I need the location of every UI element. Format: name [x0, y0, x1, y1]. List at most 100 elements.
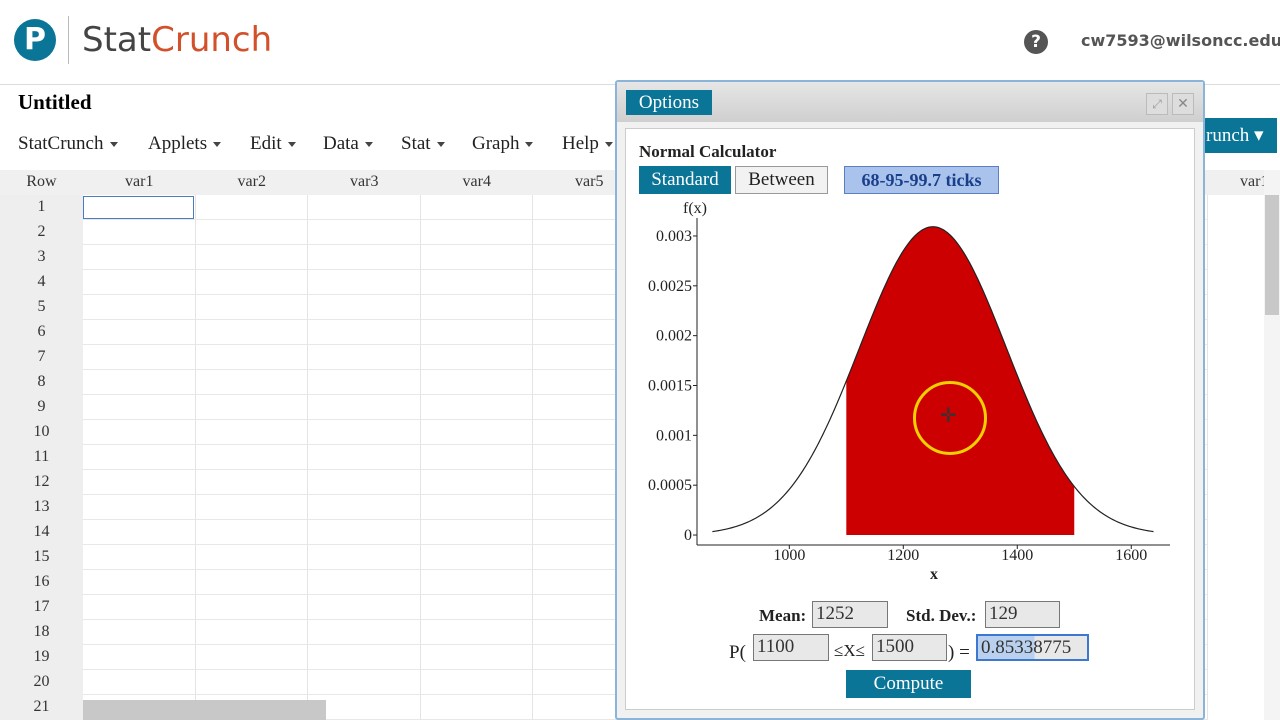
cell[interactable]	[308, 320, 421, 345]
cell[interactable]	[83, 270, 196, 295]
dialog-title[interactable]: Options	[626, 90, 712, 115]
lower-input[interactable]: 1100	[753, 634, 829, 661]
cell[interactable]	[420, 270, 533, 295]
user-email[interactable]: cw7593@wilsoncc.edu	[1081, 31, 1280, 50]
cell[interactable]	[420, 445, 533, 470]
cell[interactable]	[420, 670, 533, 695]
cell[interactable]	[195, 645, 308, 670]
ticks-button[interactable]: 68-95-99.7 ticks	[844, 166, 999, 194]
cell[interactable]	[308, 495, 421, 520]
menu-item[interactable]: Data	[323, 133, 373, 155]
cell[interactable]	[83, 395, 196, 420]
cell[interactable]	[420, 395, 533, 420]
cell[interactable]	[308, 520, 421, 545]
cell[interactable]	[195, 245, 308, 270]
cell[interactable]	[308, 445, 421, 470]
cell[interactable]	[83, 620, 196, 645]
cell[interactable]	[83, 295, 196, 320]
cell[interactable]	[195, 395, 308, 420]
cell[interactable]	[308, 270, 421, 295]
cell[interactable]	[420, 345, 533, 370]
cell[interactable]	[195, 570, 308, 595]
probability-output[interactable]: 0.85338775	[976, 634, 1089, 661]
cell[interactable]	[83, 220, 196, 245]
tab-between[interactable]: Between	[735, 166, 828, 194]
menu-item[interactable]: Edit	[250, 133, 296, 155]
cell[interactable]	[83, 645, 196, 670]
close-icon[interactable]: ✕	[1172, 93, 1194, 115]
menu-item[interactable]: Help	[562, 133, 613, 155]
cell[interactable]	[195, 270, 308, 295]
cell[interactable]	[420, 570, 533, 595]
tab-standard[interactable]: Standard	[639, 166, 731, 194]
cell[interactable]	[308, 395, 421, 420]
cell[interactable]	[195, 295, 308, 320]
cell[interactable]	[308, 245, 421, 270]
cell[interactable]	[420, 520, 533, 545]
cell[interactable]	[83, 345, 196, 370]
cell[interactable]	[195, 320, 308, 345]
cell[interactable]	[308, 470, 421, 495]
cell[interactable]	[195, 220, 308, 245]
cell[interactable]	[420, 420, 533, 445]
cell[interactable]	[308, 345, 421, 370]
cell[interactable]	[308, 570, 421, 595]
cell[interactable]	[420, 495, 533, 520]
cell[interactable]	[83, 595, 196, 620]
cell[interactable]	[420, 645, 533, 670]
compute-button[interactable]: Compute	[846, 670, 971, 698]
sd-input[interactable]: 129	[985, 601, 1060, 628]
cell[interactable]	[195, 445, 308, 470]
cell[interactable]	[83, 495, 196, 520]
cell[interactable]	[420, 320, 533, 345]
maximize-icon[interactable]: ⤢	[1146, 93, 1168, 115]
cell[interactable]	[308, 545, 421, 570]
cell[interactable]	[420, 695, 533, 720]
cell[interactable]	[195, 345, 308, 370]
cell[interactable]	[195, 595, 308, 620]
cell[interactable]	[83, 195, 196, 220]
menu-item[interactable]: StatCrunch	[18, 133, 118, 155]
upper-input[interactable]: 1500	[872, 634, 947, 661]
help-icon[interactable]: ?	[1024, 30, 1048, 54]
cell[interactable]	[308, 645, 421, 670]
cell[interactable]	[308, 670, 421, 695]
cell[interactable]	[308, 220, 421, 245]
cell[interactable]	[195, 195, 308, 220]
cell[interactable]	[308, 295, 421, 320]
cell[interactable]	[83, 520, 196, 545]
cell[interactable]	[308, 420, 421, 445]
cell[interactable]	[420, 220, 533, 245]
cell[interactable]	[308, 195, 421, 220]
scroll-thumb[interactable]	[1265, 195, 1279, 315]
cell[interactable]	[420, 295, 533, 320]
cell[interactable]	[308, 595, 421, 620]
cell[interactable]	[420, 195, 533, 220]
cell[interactable]	[83, 670, 196, 695]
cell[interactable]	[420, 545, 533, 570]
cell[interactable]	[195, 545, 308, 570]
scrollbar[interactable]	[1264, 170, 1280, 720]
toolbar-button[interactable]: runch ▾	[1200, 118, 1277, 153]
cell[interactable]	[195, 520, 308, 545]
cell[interactable]	[195, 670, 308, 695]
menu-item[interactable]: Graph	[472, 133, 533, 155]
mean-input[interactable]: 1252	[812, 601, 888, 628]
cell[interactable]	[420, 370, 533, 395]
cell[interactable]	[308, 620, 421, 645]
cell[interactable]	[420, 470, 533, 495]
cell[interactable]	[83, 445, 196, 470]
cell[interactable]	[195, 370, 308, 395]
cell[interactable]	[83, 320, 196, 345]
hscroll[interactable]	[83, 700, 326, 720]
cell[interactable]	[195, 495, 308, 520]
cell[interactable]	[83, 470, 196, 495]
cell[interactable]	[308, 370, 421, 395]
selected-cell[interactable]	[83, 196, 194, 219]
cell[interactable]	[195, 420, 308, 445]
cell[interactable]	[195, 620, 308, 645]
cell[interactable]	[195, 470, 308, 495]
cell[interactable]	[420, 620, 533, 645]
cell[interactable]	[83, 420, 196, 445]
menu-item[interactable]: Stat	[401, 133, 445, 155]
